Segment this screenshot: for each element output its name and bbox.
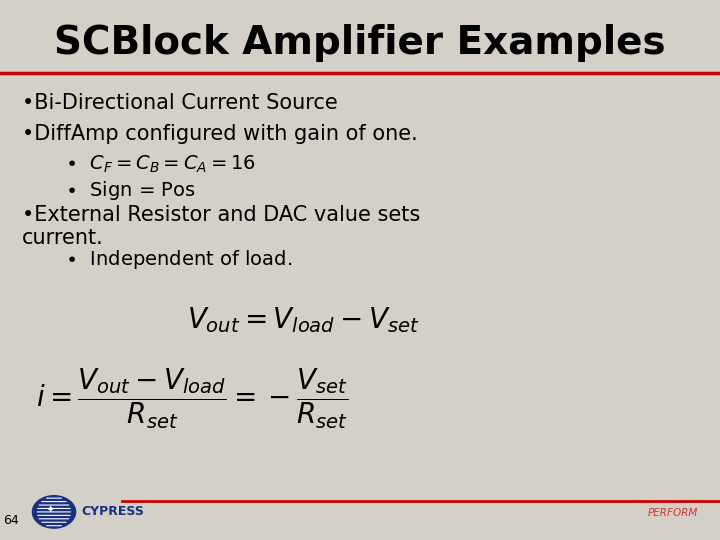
Text: PERFORM: PERFORM [648, 508, 698, 518]
Text: $\bullet$  Sign = Pos: $\bullet$ Sign = Pos [65, 179, 196, 202]
Text: $\bullet$  Independent of load.: $\bullet$ Independent of load. [65, 248, 292, 272]
Text: SCBlock Amplifier Examples: SCBlock Amplifier Examples [54, 24, 666, 62]
Text: •External Resistor and DAC value sets
current.: •External Resistor and DAC value sets cu… [22, 205, 420, 248]
Text: $V_{out} = V_{load} - V_{set}$: $V_{out} = V_{load} - V_{set}$ [187, 305, 420, 335]
Text: CYPRESS: CYPRESS [81, 505, 144, 518]
Text: 64: 64 [4, 514, 19, 526]
Circle shape [32, 496, 76, 528]
Text: $i = \dfrac{V_{out} - V_{load}}{R_{set}} = -\dfrac{V_{set}}{R_{set}}$: $i = \dfrac{V_{out} - V_{load}}{R_{set}}… [36, 367, 348, 431]
Text: •DiffAmp configured with gain of one.: •DiffAmp configured with gain of one. [22, 124, 418, 144]
Text: $\bullet$  $C_F=C_B=C_A=16$: $\bullet$ $C_F=C_B=C_A=16$ [65, 154, 256, 175]
Text: •Bi-Directional Current Source: •Bi-Directional Current Source [22, 93, 338, 113]
Text: ✦: ✦ [45, 505, 55, 515]
